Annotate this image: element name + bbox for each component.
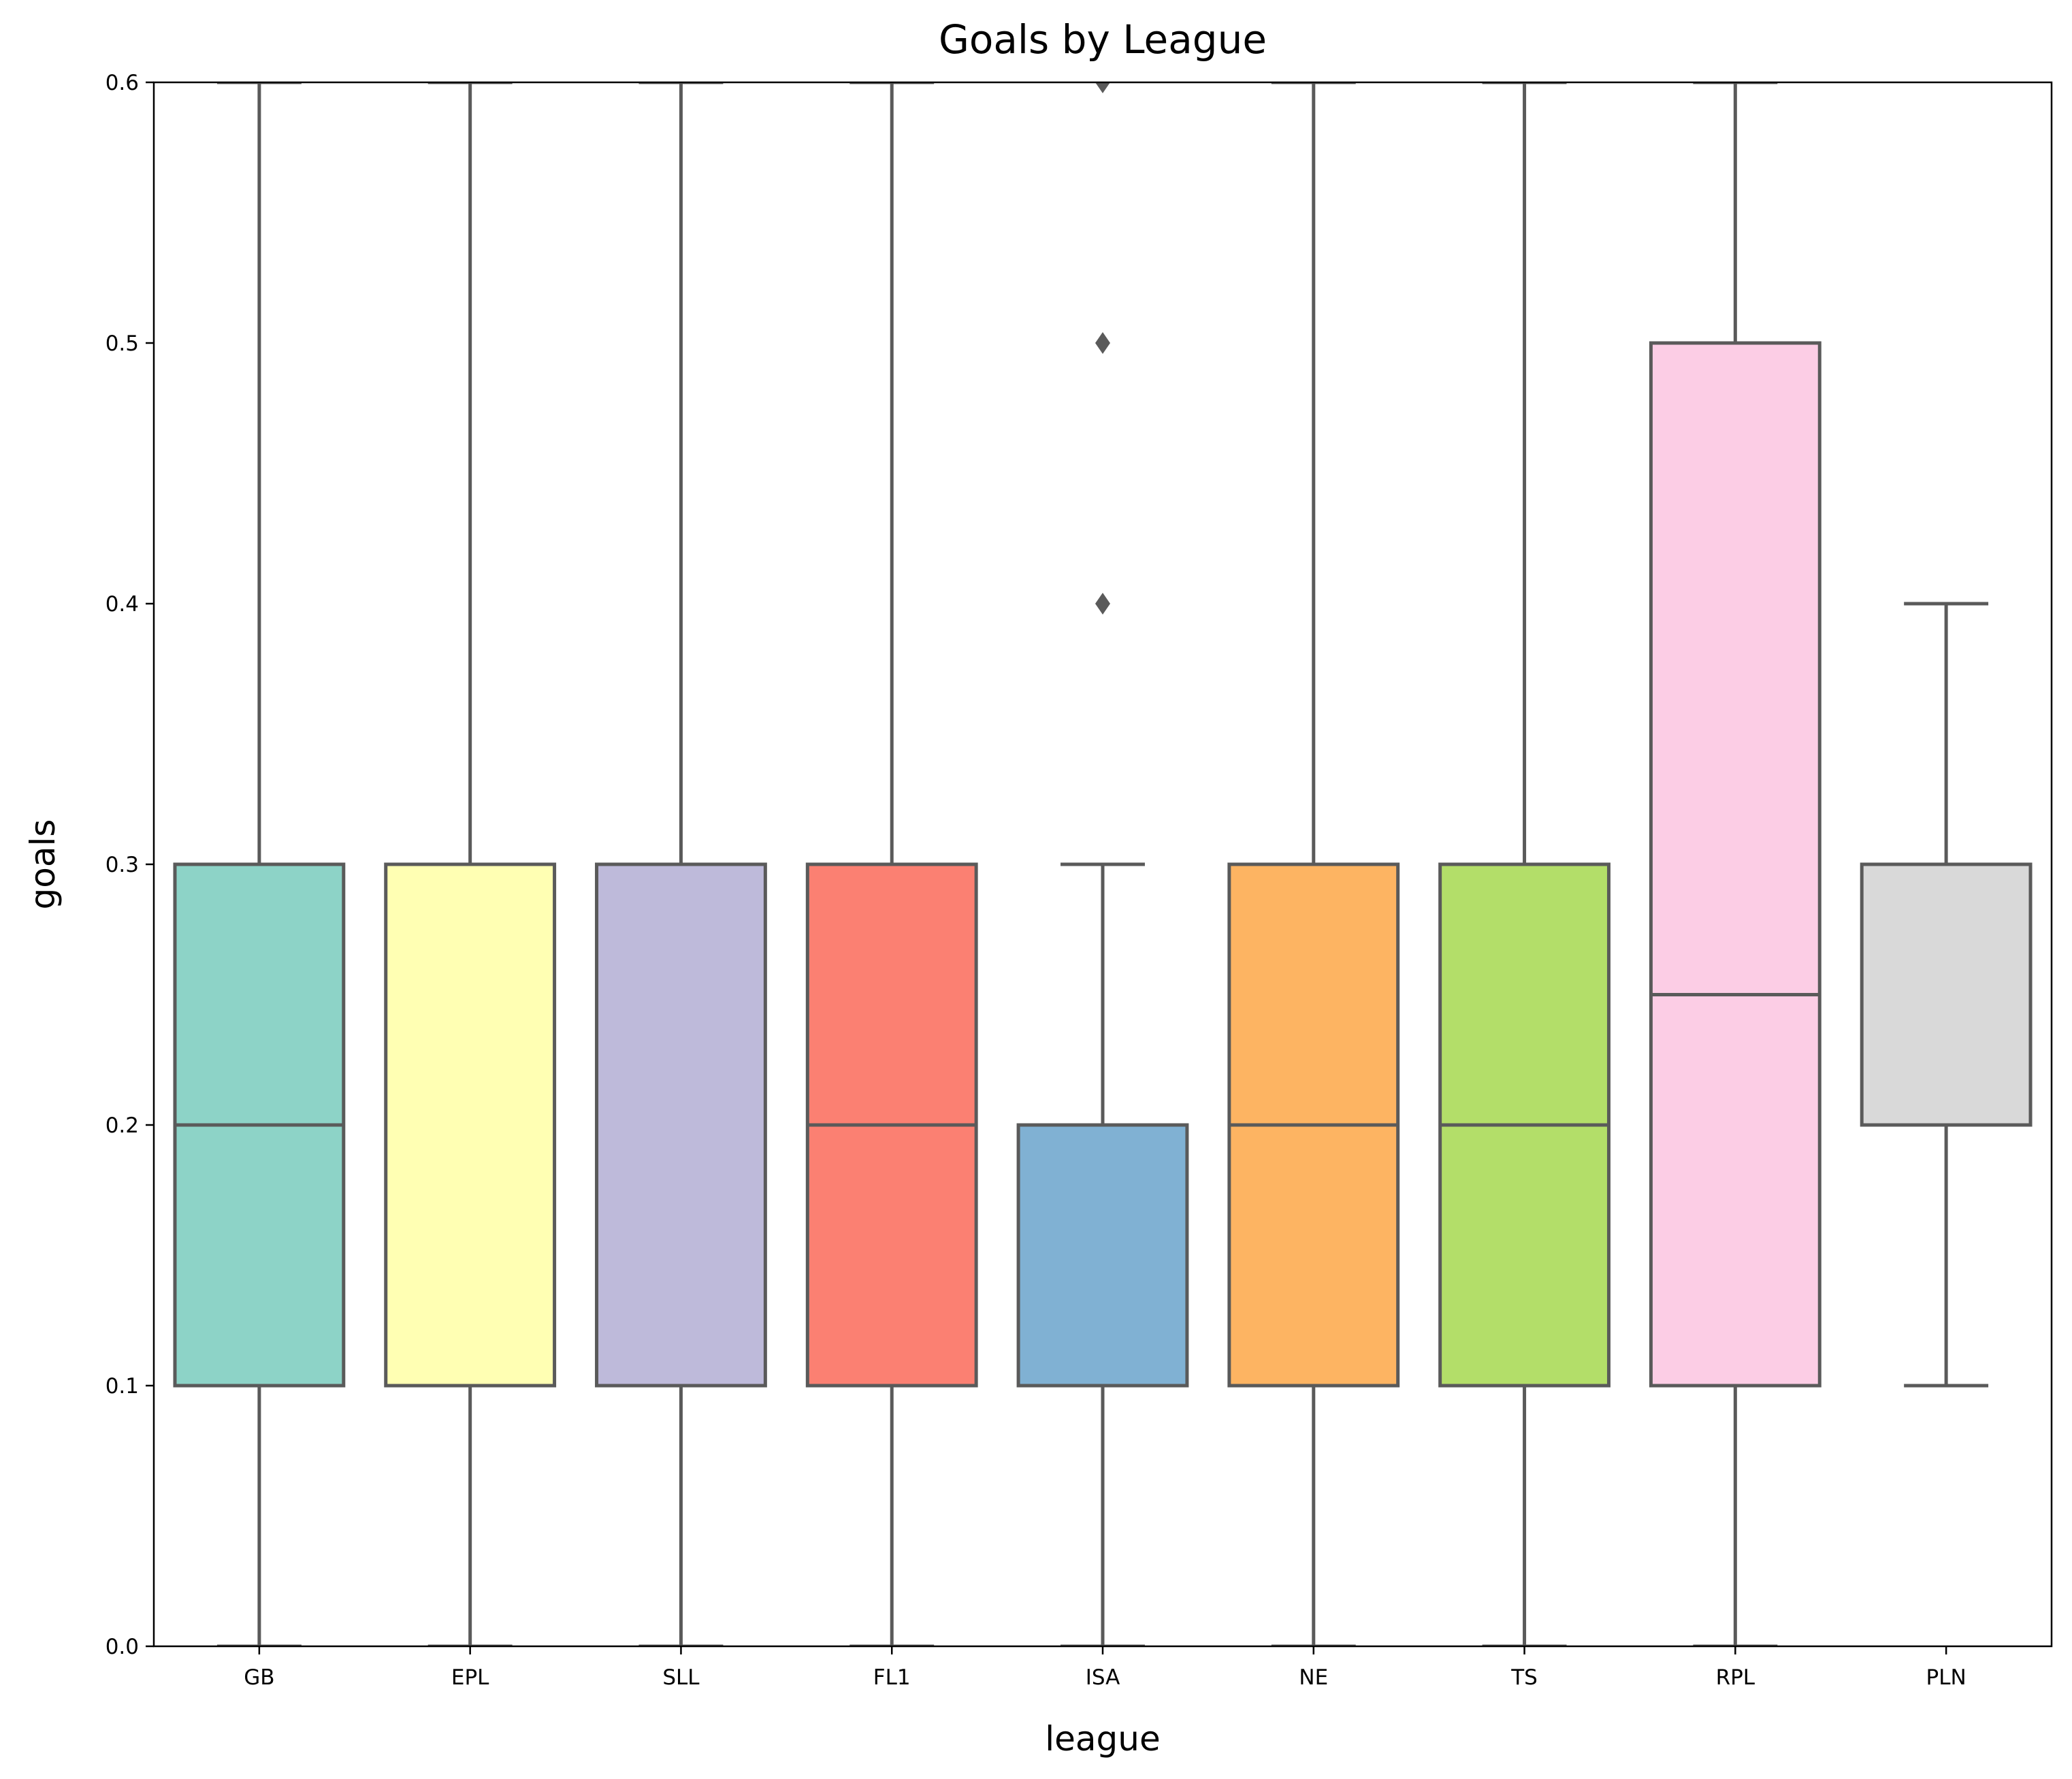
iqr-box (1649, 341, 1822, 1388)
box-gb (173, 82, 346, 1646)
y-tick-label: 0.6 (106, 71, 139, 95)
x-tick-label: FL1 (873, 1665, 911, 1690)
y-tick-label: 0.4 (106, 592, 139, 617)
outlier-point (1095, 593, 1110, 615)
outlier-point (1095, 82, 1110, 93)
x-tick-label: RPL (1716, 1665, 1755, 1690)
outlier-point (1095, 332, 1110, 354)
box-ne (1227, 82, 1400, 1646)
x-axis: GB EPL SLL FL1 ISA NE TS RPL PLN (244, 1646, 1966, 1690)
box-fl1 (805, 82, 978, 1646)
y-tick-label: 0.2 (106, 1113, 139, 1138)
x-tick-label: GB (244, 1665, 274, 1690)
x-tick-label: PLN (1926, 1665, 1966, 1690)
chart-title: Goals by League (939, 16, 1267, 63)
y-tick-label: 0.1 (106, 1374, 139, 1399)
x-tick-label: EPL (451, 1665, 489, 1690)
box-epl (384, 82, 557, 1646)
y-axis: 0.0 0.1 0.2 0.3 0.4 0.5 0.6 (106, 71, 154, 1659)
x-tick-label: TS (1510, 1665, 1538, 1690)
box-isa (1016, 82, 1189, 1646)
x-axis-label: league (1045, 1719, 1160, 1759)
iqr-box (1016, 1123, 1189, 1388)
box-rpl (1649, 82, 1822, 1646)
y-axis-label: goals (23, 819, 63, 910)
box-pln (1860, 602, 2033, 1388)
y-tick-label: 0.0 (106, 1635, 139, 1659)
iqr-box (595, 862, 767, 1388)
iqr-box (384, 862, 557, 1388)
box-sll (595, 82, 767, 1646)
iqr-box (1860, 862, 2033, 1127)
boxes-layer (173, 82, 2033, 1646)
x-tick-label: SLL (662, 1665, 700, 1690)
x-tick-label: ISA (1086, 1665, 1120, 1690)
x-tick-label: NE (1299, 1665, 1328, 1690)
y-tick-label: 0.3 (106, 853, 139, 877)
y-tick-label: 0.5 (106, 331, 139, 356)
box-ts (1438, 82, 1610, 1646)
